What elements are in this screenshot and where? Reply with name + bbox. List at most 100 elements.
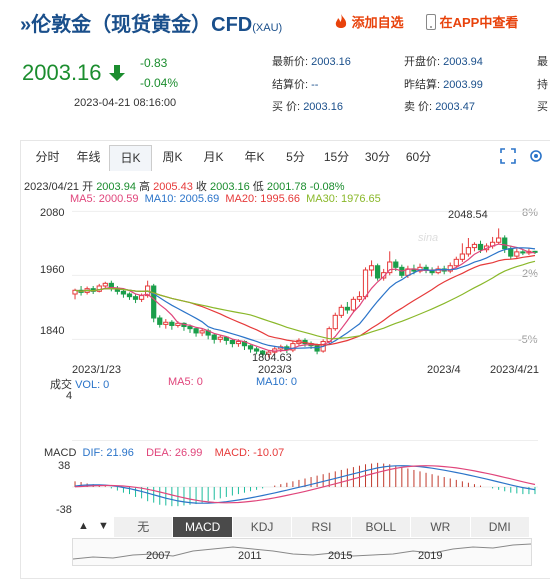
ma20-label: MA20: 1995.66: [225, 193, 300, 205]
range-navigator[interactable]: [72, 538, 532, 566]
y-tick: 2080: [40, 207, 65, 219]
candle: [102, 282, 108, 287]
candle: [332, 314, 338, 330]
period-tabs: 分时 年线 日K 周K 月K 年K 5分 15分 30分 60分: [21, 145, 439, 171]
low-annotation: 1804.63: [252, 352, 292, 364]
volume-legend: 成交 VOL: 0: [50, 379, 110, 391]
candle: [187, 326, 193, 330]
indicator-wr[interactable]: WR: [411, 517, 471, 537]
quote-field: 卖 价: 2003.47: [404, 101, 475, 113]
indicator-dmi[interactable]: DMI: [470, 517, 530, 537]
ma5-line: [74, 243, 536, 352]
candle: [502, 237, 508, 250]
x-label: 2023/4/21: [490, 364, 539, 376]
x-label: 2023/1/23: [72, 364, 121, 376]
candle: [169, 321, 175, 326]
pct-tick: 2%: [522, 268, 538, 280]
candlestick-chart[interactable]: [72, 206, 538, 366]
candle: [266, 351, 272, 355]
candle: [253, 348, 260, 352]
tab-weekly-k[interactable]: 周K: [162, 150, 183, 164]
candle: [132, 296, 139, 300]
indicator-none[interactable]: 无: [114, 517, 174, 537]
candle: [126, 293, 133, 298]
vol-ma5: MA5: 0: [168, 376, 203, 388]
macd-chart[interactable]: [72, 460, 538, 514]
nav-year: 2007: [146, 550, 171, 562]
tab-yearline[interactable]: 年线: [76, 150, 101, 164]
quote-field: 结算价: --: [272, 79, 319, 91]
vol-tick: 4: [66, 390, 73, 402]
candle: [211, 334, 217, 340]
ma10-label: MA10: 2005.69: [144, 193, 220, 205]
watermark: sina: [418, 232, 439, 244]
ma30-label: MA30: 1976.65: [306, 193, 381, 205]
ma-legend: MA5: 2000.59 MA10: 2005.69 MA20: 1995.66…: [70, 193, 381, 205]
fullscreen-icon[interactable]: [500, 148, 516, 169]
candle: [138, 295, 145, 300]
candle: [471, 243, 478, 249]
last-price: 2003.16: [22, 60, 126, 86]
tab-30min[interactable]: 30分: [364, 150, 391, 164]
macd-tick: -38: [56, 504, 72, 516]
vol-ma10: MA10: 0: [256, 376, 297, 388]
tab-monthly-k[interactable]: 月K: [203, 150, 224, 164]
candle: [163, 321, 169, 325]
tab-yearly-k[interactable]: 年K: [244, 150, 265, 164]
instrument-code: (XAU): [252, 22, 283, 34]
price-change: -0.83: [140, 56, 168, 70]
page-title: »伦敦金（现货黄金）CFD(XAU): [20, 8, 282, 37]
open-app-button[interactable]: 在APP中查看: [426, 12, 518, 31]
x-label: 2023/3: [258, 364, 292, 376]
add-watchlist-button[interactable]: 添加自选: [334, 12, 404, 31]
settings-icon[interactable]: [528, 148, 544, 169]
quote-time: 2023-04-21 08:16:00: [74, 97, 177, 109]
candle: [314, 345, 320, 352]
tab-60min[interactable]: 60分: [405, 150, 432, 164]
candle: [199, 330, 205, 334]
candle: [344, 306, 350, 311]
y-tick: 1960: [40, 264, 65, 276]
ma20-line: [74, 254, 536, 346]
macd-legend: MACD DIF: 21.96 DEA: 26.99 MACD: -10.07: [44, 447, 285, 459]
tab-intraday[interactable]: 分时: [35, 150, 60, 164]
candle: [453, 258, 459, 267]
scroll-down-button[interactable]: ▼: [98, 520, 109, 532]
tab-5min[interactable]: 5分: [286, 150, 305, 164]
candle: [514, 251, 520, 257]
nav-year: 2015: [328, 550, 353, 562]
candle: [356, 296, 363, 300]
nav-year: 2019: [418, 550, 443, 562]
candle: [508, 248, 514, 257]
candle: [350, 298, 357, 311]
ma30-line: [74, 260, 536, 340]
fire-icon: [335, 14, 347, 28]
candle: [459, 253, 465, 260]
candle: [387, 261, 393, 274]
tab-daily-k[interactable]: 日K: [109, 145, 152, 171]
indicator-tabs: 无 MACD KDJ RSI BOLL WR DMI: [114, 517, 530, 537]
quote-field: 昨结算: 2003.99: [404, 79, 483, 91]
indicator-rsi[interactable]: RSI: [292, 517, 352, 537]
title-marker: »: [20, 14, 32, 36]
candle: [157, 317, 163, 325]
candle: [362, 269, 369, 298]
indicator-boll[interactable]: BOLL: [351, 517, 412, 537]
candle: [338, 306, 344, 316]
price-change-pct: -0.04%: [140, 76, 179, 90]
tab-15min[interactable]: 15分: [323, 150, 350, 164]
candle: [193, 328, 199, 334]
candle: [235, 340, 242, 345]
candle: [375, 265, 381, 279]
x-label: 2023/4: [427, 364, 461, 376]
candle: [247, 345, 254, 350]
candle: [368, 265, 375, 271]
indicator-kdj[interactable]: KDJ: [232, 517, 293, 537]
quote-field: 开盘价: 2003.94: [404, 56, 483, 68]
instrument-name: 伦敦金（现货黄金）CFD: [31, 14, 253, 36]
dea-line: [74, 465, 536, 504]
candle: [435, 268, 441, 274]
indicator-macd[interactable]: MACD: [173, 517, 233, 537]
scroll-up-button[interactable]: ▲: [78, 520, 89, 532]
candle: [520, 251, 526, 254]
